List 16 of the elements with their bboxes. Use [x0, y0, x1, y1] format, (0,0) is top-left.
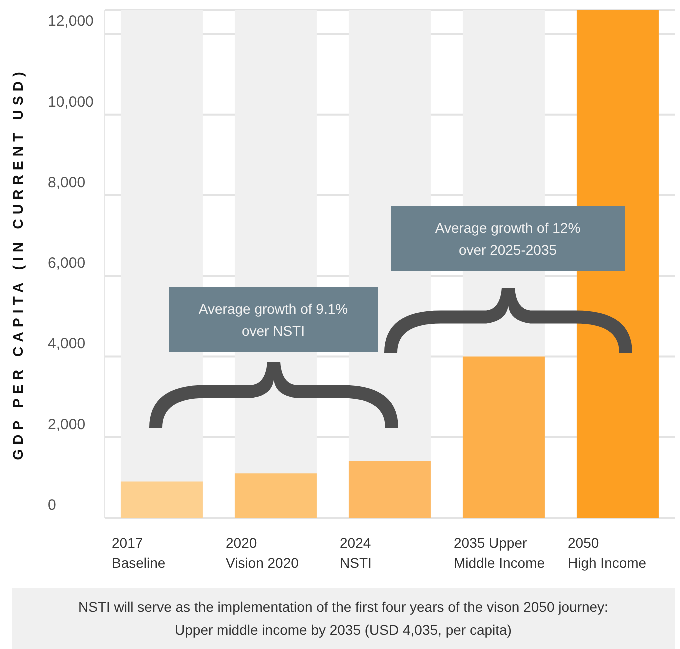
y-tick-label: 6,000: [48, 255, 86, 272]
text: NSTI will serve as the implementation of the first four years of the vison 2050 journey: Upper middle income by 2035 (USD 4,035, per capita): [12, 588, 675, 649]
y-tick-label: 2,000: [48, 416, 86, 434]
y-tick-label: 0: [48, 497, 56, 514]
x-tick-label: 2035 Upper Middle Income: [454, 535, 546, 571]
y-tick-label: 8,000: [48, 174, 86, 192]
y-tick-label: 4,000: [48, 336, 86, 353]
x-tick-label: 2050 High Income: [568, 535, 647, 571]
x-tick-label: 2017 Baseline: [112, 535, 166, 571]
callout-box: Average growth of 9.1% over NSTI: [169, 287, 378, 352]
callout-box: Average growth of 12% over 2025-2035: [391, 206, 625, 271]
x-tick-label: 2024 NSTI: [340, 535, 372, 571]
y-axis-title: GDP PER CAPITA (IN CURRENT USD): [10, 68, 26, 460]
y-tick-label: 10,000: [48, 94, 94, 111]
x-tick-label: 2020 Vision 2020: [226, 535, 300, 571]
y-tick-label: 12,000: [48, 13, 94, 30]
